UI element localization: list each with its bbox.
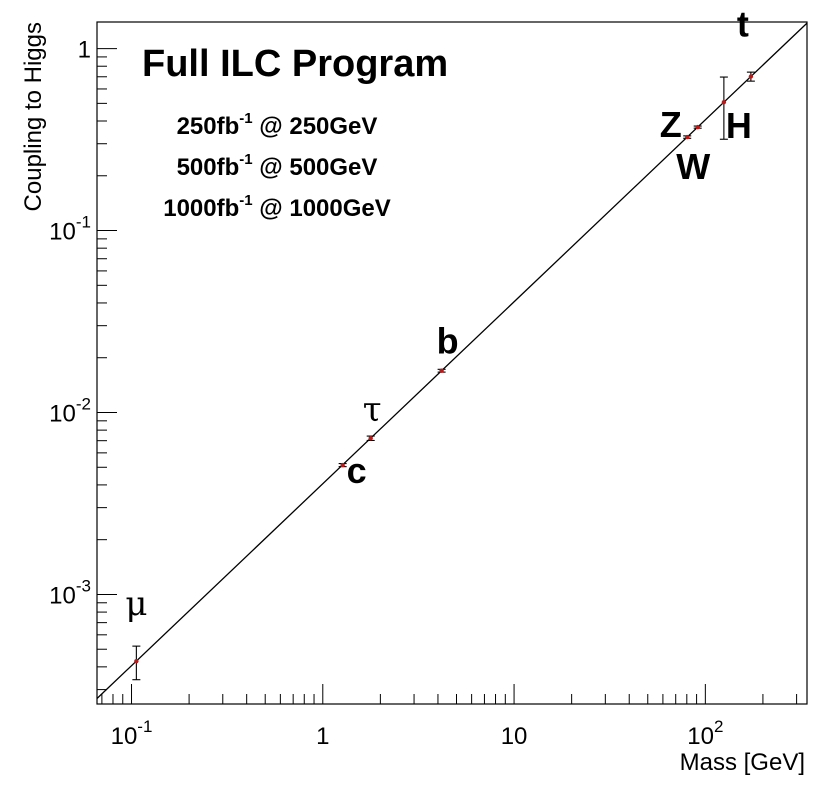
particle-label: W	[676, 146, 710, 187]
particle-label: c	[347, 450, 367, 491]
y-axis-title: Coupling to Higgs	[20, 22, 47, 211]
x-tick-label: 10-1	[111, 717, 153, 750]
data-point	[695, 124, 700, 130]
y-tick-label: 10-3	[49, 576, 91, 609]
data-point	[439, 368, 444, 373]
luminosity-annotation-3: 1000fb-1 @ 1000GeV	[163, 192, 391, 222]
x-tick-label: 1	[316, 723, 329, 750]
particle-label: b	[437, 321, 459, 362]
data-point	[721, 99, 727, 105]
particle-label: t	[737, 4, 749, 45]
x-tick-label: 10	[501, 723, 528, 750]
particle-label: τ	[363, 390, 382, 430]
data-point	[685, 134, 690, 140]
x-axis-title: Mass [GeV]	[680, 749, 805, 776]
y-tick-label: 10-1	[49, 213, 91, 246]
data-points	[132, 71, 755, 681]
data-point	[368, 436, 373, 441]
particle-label: Z	[660, 104, 682, 145]
particle-labels: μ cτ b WZ Ht	[125, 4, 752, 625]
axis-tick-labels: 10-1 1 10 102 10-3 10-2 10-1 1	[49, 37, 723, 750]
particle-label: μ	[125, 584, 147, 624]
luminosity-annotation-1: 250fb-1 @ 250GeV	[177, 110, 378, 140]
data-point	[748, 74, 754, 79]
particle-label: H	[726, 105, 752, 146]
x-tick-label: 102	[687, 717, 723, 750]
y-tick-label: 10-2	[49, 394, 91, 427]
data-point	[340, 462, 345, 468]
y-tick-label: 1	[78, 37, 91, 64]
data-point	[134, 658, 139, 664]
axis-ticks	[97, 48, 798, 704]
luminosity-annotation-2: 500fb-1 @ 500GeV	[177, 151, 378, 181]
chart-title: Full ILC Program	[142, 43, 448, 85]
